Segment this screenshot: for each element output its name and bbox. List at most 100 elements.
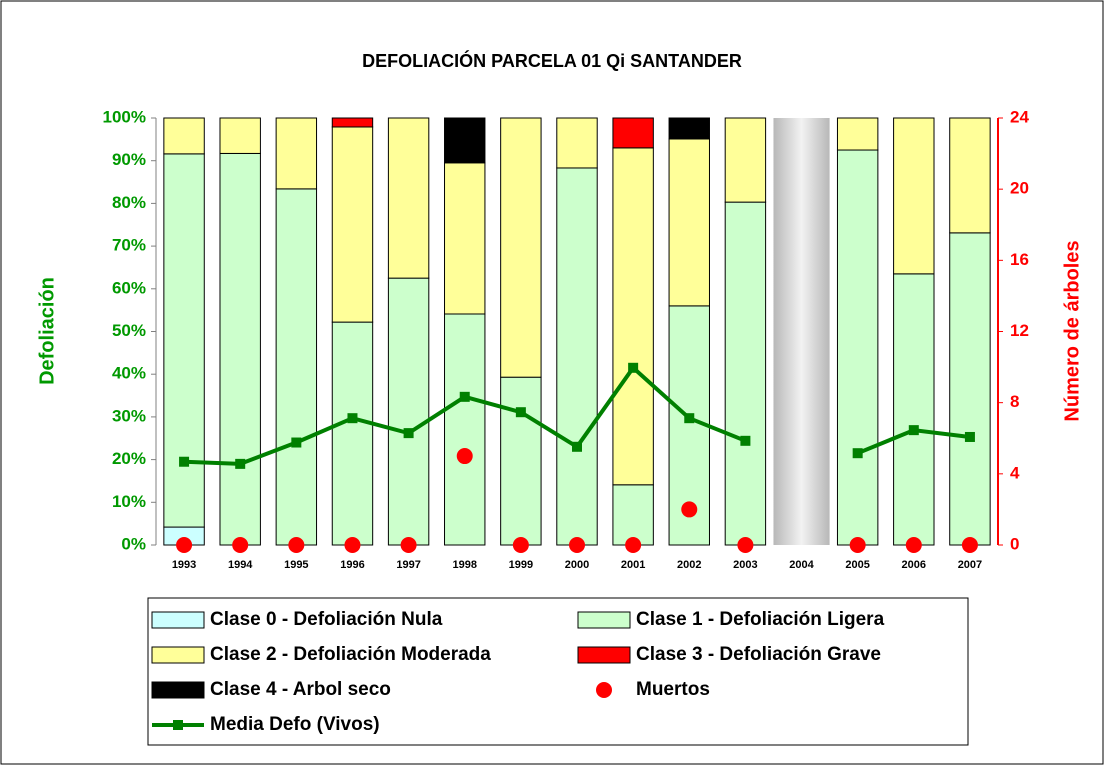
bar-segment (219, 117, 261, 154)
y2-axis-title: Número de árboles (1061, 240, 1083, 421)
scatter-point (232, 537, 249, 553)
legend-label: Clase 1 - Defoliación Ligera (636, 609, 885, 630)
x-tick-label: 2007 (958, 559, 982, 571)
line-marker (347, 413, 358, 424)
legend-label: Clase 3 - Defoliación Grave (636, 644, 881, 665)
bar-segment (724, 201, 767, 546)
legend-label: Clase 2 - Defoliación Moderada (210, 644, 491, 665)
x-tick-label: 1993 (172, 559, 196, 571)
legend-label: Muertos (636, 679, 710, 700)
scatter-point (512, 537, 529, 553)
line-marker (291, 437, 302, 448)
bar-segment (275, 188, 318, 546)
bar-segment (331, 117, 374, 128)
x-tick-label: 1996 (340, 559, 364, 571)
bar-segment (893, 117, 935, 275)
scatter-point (288, 537, 305, 553)
no-data-band (773, 118, 830, 545)
bar-segment (836, 149, 879, 546)
line-marker (684, 413, 695, 424)
bar-segment (949, 117, 991, 234)
bar-segment (556, 117, 598, 169)
y-tick-label: 100% (103, 107, 146, 126)
bar-segment (612, 484, 654, 546)
x-tick-label: 1994 (228, 559, 253, 571)
line-marker (628, 362, 639, 373)
bar-segment (163, 117, 205, 155)
bar-segment (444, 313, 486, 546)
y2-tick-label: 0 (1010, 534, 1019, 553)
bar-segment (836, 117, 879, 151)
bar-segment (387, 277, 430, 546)
y-tick-label: 10% (112, 492, 146, 511)
bar-segment (444, 117, 486, 164)
x-tick-label: 2002 (677, 559, 701, 571)
y-tick-label: 90% (112, 150, 146, 169)
y-axis-title: Defoliación (36, 277, 58, 385)
y-tick-label: 0% (121, 534, 146, 553)
y-tick-label: 40% (112, 364, 146, 383)
bar-segment (612, 147, 654, 486)
legend (147, 597, 969, 746)
bar-segment (331, 126, 374, 323)
legend-swatch (151, 646, 205, 664)
bar-segment (387, 117, 430, 279)
scatter-point (681, 501, 698, 518)
bar-segment (219, 152, 261, 546)
bar-segment (724, 117, 767, 203)
line-marker (459, 391, 470, 402)
scatter-point (625, 537, 642, 553)
legend-swatch (596, 682, 612, 698)
bar-segment (444, 162, 486, 315)
bar-segment (163, 153, 205, 528)
x-tick-label: 2006 (902, 559, 926, 571)
scatter-point (737, 537, 754, 553)
y2-tick-label: 4 (1010, 463, 1020, 482)
legend-swatch (151, 611, 205, 629)
x-tick-label: 1997 (396, 559, 420, 571)
x-tick-label: 1998 (452, 559, 476, 571)
bar-segment (500, 117, 542, 378)
y-tick-label: 50% (112, 321, 146, 340)
line-marker (403, 428, 414, 439)
x-tick-label: 2000 (565, 559, 589, 571)
y-tick-label: 70% (112, 236, 146, 255)
scatter-point (569, 537, 585, 553)
legend-label: Media Defo (Vivos) (210, 714, 380, 735)
scatter-point (400, 537, 417, 553)
y-tick-label: 80% (112, 193, 146, 212)
x-tick-label: 2001 (621, 559, 645, 571)
scatter-point (176, 537, 193, 553)
line-marker (908, 425, 919, 436)
x-tick-label: 2003 (733, 559, 757, 571)
line-marker (572, 441, 582, 452)
bar-segment (893, 273, 935, 546)
x-tick-label: 1999 (509, 559, 533, 571)
bar-segment (331, 321, 374, 546)
x-tick-label: 2004 (789, 559, 814, 571)
bar-segment (275, 117, 318, 190)
legend-swatch (173, 720, 183, 730)
x-tick-label: 1995 (284, 559, 308, 571)
scatter-point (849, 537, 866, 553)
y-tick-label: 60% (112, 278, 146, 297)
line-marker (740, 435, 751, 446)
legend-swatch (577, 646, 631, 664)
y2-tick-label: 16 (1010, 250, 1029, 269)
line-marker (515, 407, 526, 418)
line-marker (179, 456, 190, 467)
x-tick-label: 2005 (845, 559, 869, 571)
legend-label: Clase 0 - Defoliación Nula (210, 609, 443, 630)
y2-tick-label: 20 (1010, 179, 1029, 198)
scatter-point (905, 537, 922, 553)
legend-swatch (151, 681, 205, 699)
bar-segment (556, 167, 598, 546)
y-tick-label: 30% (112, 406, 146, 425)
scatter-point (456, 448, 473, 465)
legend-swatch (577, 611, 631, 629)
chart-title: DEFOLIACIÓN PARCELA 01 Qi SANTANDER (362, 50, 742, 71)
y2-tick-label: 12 (1010, 321, 1029, 340)
legend-label: Clase 4 - Arbol seco (210, 679, 391, 700)
bar-segment (949, 232, 991, 546)
line-marker (964, 431, 975, 442)
